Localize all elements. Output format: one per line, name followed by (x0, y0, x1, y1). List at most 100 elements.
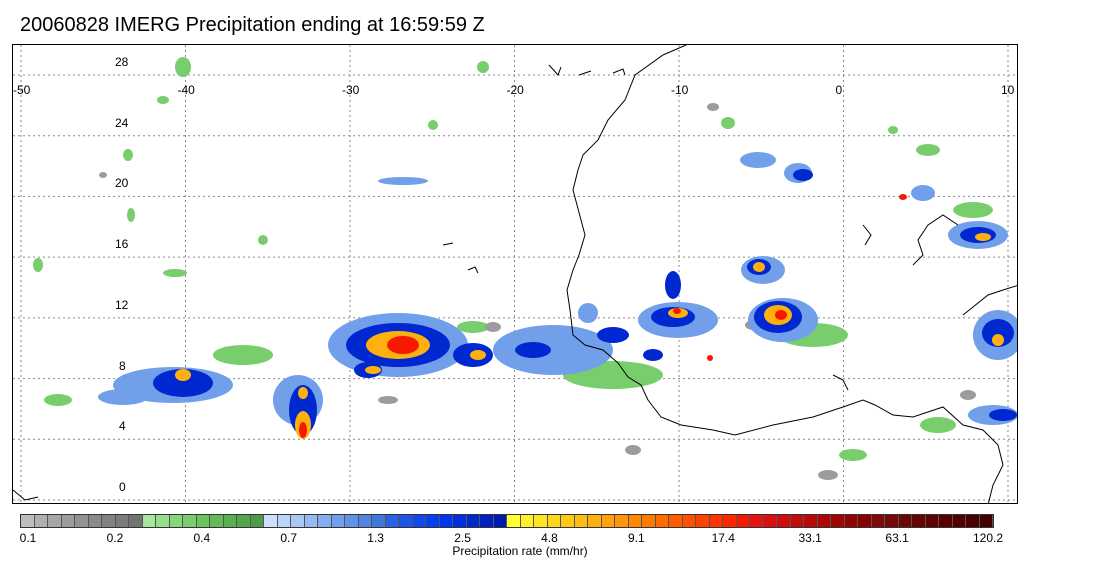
colorbar-swatch (453, 515, 467, 527)
colorbar-swatch (385, 515, 399, 527)
colorbar-swatch (345, 515, 359, 527)
colorbar-swatch (696, 515, 710, 527)
longitude-label: -40 (177, 83, 195, 97)
latitude-label: 0 (119, 480, 126, 494)
colorbar-swatch (736, 515, 750, 527)
colorbar-swatch (142, 515, 156, 527)
colorbar-tick-label: 63.1 (885, 531, 909, 545)
colorbar-swatch (601, 515, 615, 527)
colorbar-swatch (520, 515, 534, 527)
map-title: 20060828 IMERG Precipitation ending at 1… (20, 14, 485, 36)
colorbar-swatch (372, 515, 386, 527)
colorbar-swatch (507, 515, 521, 527)
colorbar-swatch (628, 515, 642, 527)
longitude-label: 10 (1001, 83, 1015, 97)
colorbar-swatch (48, 515, 62, 527)
latitude-label: 16 (115, 237, 129, 252)
colorbar-tick-label: 0.4 (193, 531, 211, 545)
latitude-label: 24 (115, 115, 129, 130)
colorbar-tick-label: 9.1 (628, 531, 645, 545)
colorbar-swatch (709, 515, 723, 527)
colorbar-swatch (561, 515, 575, 527)
colorbar-tick-label: 0.7 (280, 531, 298, 545)
colorbar-swatch (426, 515, 440, 527)
colorbar-swatch (790, 515, 804, 527)
colorbar-swatch (210, 515, 224, 527)
colorbar-tick-label: 1.3 (367, 531, 384, 545)
colorbar-tick-label: 4.8 (541, 531, 558, 545)
colorbar-swatch (291, 515, 305, 527)
colorbar-swatch (34, 515, 48, 527)
latitude-label: 4 (119, 419, 126, 434)
precipitation-field (33, 57, 1017, 480)
colorbar-swatch (129, 515, 143, 527)
longitude-label: -10 (671, 83, 689, 97)
longitude-label: -30 (342, 83, 360, 97)
colorbar-swatch (669, 515, 683, 527)
colorbar-tick-label: 120.2 (972, 531, 1004, 545)
colorbar (20, 514, 994, 528)
map-canvas (13, 45, 1017, 503)
colorbar-swatch (979, 515, 993, 527)
colorbar-swatch (183, 515, 197, 527)
colorbar-swatch (115, 515, 129, 527)
colorbar-swatch (169, 515, 183, 527)
colorbar-swatch (264, 515, 278, 527)
colorbar-swatch (102, 515, 116, 527)
colorbar-swatch (304, 515, 318, 527)
precipitation-map: -50 -40 -30 -20 -10 0 10 28 24 20 16 12 8 4 0 (12, 44, 1018, 504)
colorbar-swatch (925, 515, 939, 527)
colorbar-swatch (547, 515, 561, 527)
colorbar-swatch (885, 515, 899, 527)
colorbar-swatch (21, 515, 35, 527)
colorbar-swatch (844, 515, 858, 527)
colorbar-swatch (331, 515, 345, 527)
colorbar-swatch (912, 515, 926, 527)
longitude-label: -20 (506, 83, 524, 97)
longitude-label: 0 (835, 83, 843, 97)
colorbar-swatch (655, 515, 669, 527)
colorbar-swatch (804, 515, 818, 527)
colorbar-swatch (237, 515, 251, 527)
colorbar-tick-label: 17.4 (711, 531, 735, 545)
colorbar-swatch (952, 515, 966, 527)
latitude-label: 28 (115, 55, 129, 69)
colorbar-swatch (196, 515, 210, 527)
colorbar-swatch (480, 515, 494, 527)
colorbar-swatch (156, 515, 170, 527)
colorbar-swatch (750, 515, 764, 527)
colorbar-swatch (682, 515, 696, 527)
latitude-label: 12 (115, 297, 129, 312)
coastline (13, 45, 1017, 503)
colorbar-swatch (412, 515, 426, 527)
latitude-label: 8 (119, 358, 126, 373)
colorbar-swatch (574, 515, 588, 527)
colorbar-swatch (399, 515, 413, 527)
colorbar-swatch (898, 515, 912, 527)
colorbar-swatch (223, 515, 237, 527)
colorbar-swatch (534, 515, 548, 527)
colorbar-swatch (439, 515, 453, 527)
longitude-label: -50 (13, 83, 31, 97)
colorbar-swatch (777, 515, 791, 527)
graticule (13, 45, 1017, 503)
colorbar-tick-label: 0.2 (106, 531, 124, 545)
colorbar-tick-label: 2.5 (454, 531, 471, 545)
colorbar-swatch (871, 515, 885, 527)
colorbar-swatch (88, 515, 102, 527)
colorbar-swatch (858, 515, 872, 527)
colorbar-swatch (318, 515, 332, 527)
colorbar-swatch (615, 515, 629, 527)
colorbar-label: Precipitation rate (mm/hr) (452, 544, 588, 558)
colorbar-swatch (831, 515, 845, 527)
colorbar-swatch (493, 515, 507, 527)
colorbar-swatch (966, 515, 980, 527)
colorbar-swatch (250, 515, 264, 527)
colorbar-tick-label: 33.1 (798, 531, 822, 545)
latitude-label: 20 (115, 176, 129, 191)
colorbar-swatch (75, 515, 89, 527)
colorbar-swatch (277, 515, 291, 527)
colorbar-swatch (723, 515, 737, 527)
colorbar-swatch (642, 515, 656, 527)
colorbar-swatch (358, 515, 372, 527)
